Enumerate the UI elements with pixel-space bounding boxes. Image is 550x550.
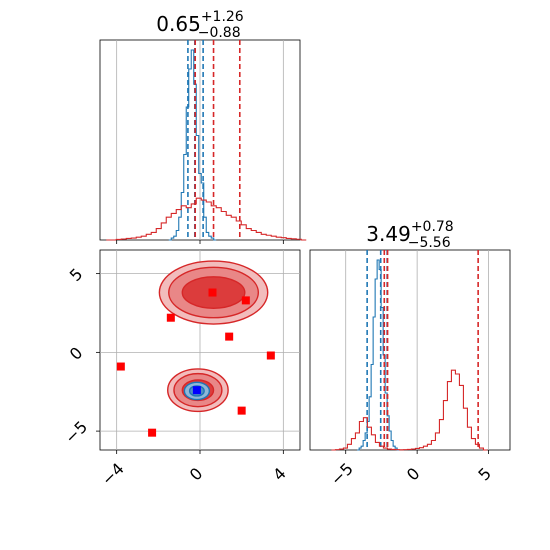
marginal-1-grid bbox=[116, 40, 284, 240]
joint-x-tick-label: −4 bbox=[98, 459, 128, 489]
blue-square-marker bbox=[192, 386, 201, 395]
marginal-2-grid bbox=[345, 250, 489, 450]
joint-x-tick-label: 4 bbox=[269, 464, 290, 485]
red-square-marker bbox=[237, 406, 246, 415]
marginal-2-frame bbox=[309, 249, 511, 451]
red-square-marker bbox=[225, 332, 234, 341]
marginal-panel-1: 0.65+1.26 −0.88 bbox=[99, 9, 307, 244]
joint-y-ticks: −5 0 5 bbox=[61, 264, 100, 447]
red-square-marker bbox=[241, 296, 250, 305]
marginal-2-ticks: −5 0 5 bbox=[327, 450, 495, 489]
marginal-2-hist-series-2 bbox=[331, 369, 488, 451]
joint-panel: −4 0 4 −5 0 5 bbox=[61, 249, 301, 489]
marginal-2-tick-label: 0 bbox=[403, 464, 424, 485]
marginal-1-hist-series-1 bbox=[168, 49, 217, 241]
marginal-1-hist-series-2 bbox=[106, 197, 307, 241]
red-square-marker bbox=[116, 362, 125, 371]
marginal-2-marks bbox=[331, 250, 488, 451]
joint-x-ticks: −4 0 4 bbox=[98, 450, 290, 489]
joint-y-tick-label: 0 bbox=[66, 343, 87, 364]
marginal-panel-2: −5 0 5 3.49+0.78 −5.56 bbox=[309, 219, 511, 489]
marginal-2-title: 3.49+0.78 −5.56 bbox=[366, 219, 453, 251]
joint-y-tick-label: 5 bbox=[66, 264, 87, 285]
red-square-marker bbox=[166, 313, 175, 322]
marginal-1-marks bbox=[106, 40, 307, 241]
red-square-marker bbox=[208, 288, 217, 297]
marginal-1-title: 0.65+1.26 −0.88 bbox=[156, 9, 244, 41]
red-square-marker bbox=[266, 351, 275, 360]
marginal-2-tick-label: −5 bbox=[327, 459, 357, 489]
joint-marks bbox=[116, 260, 275, 437]
joint-y-tick-label: −5 bbox=[61, 417, 91, 447]
red-square-marker bbox=[148, 428, 157, 437]
marginal-2-hist-series-1 bbox=[357, 259, 400, 451]
marginal-2-tick-label: 5 bbox=[474, 464, 495, 485]
joint-x-tick-label: 0 bbox=[186, 464, 207, 485]
marginal-1-ticks bbox=[116, 240, 284, 244]
